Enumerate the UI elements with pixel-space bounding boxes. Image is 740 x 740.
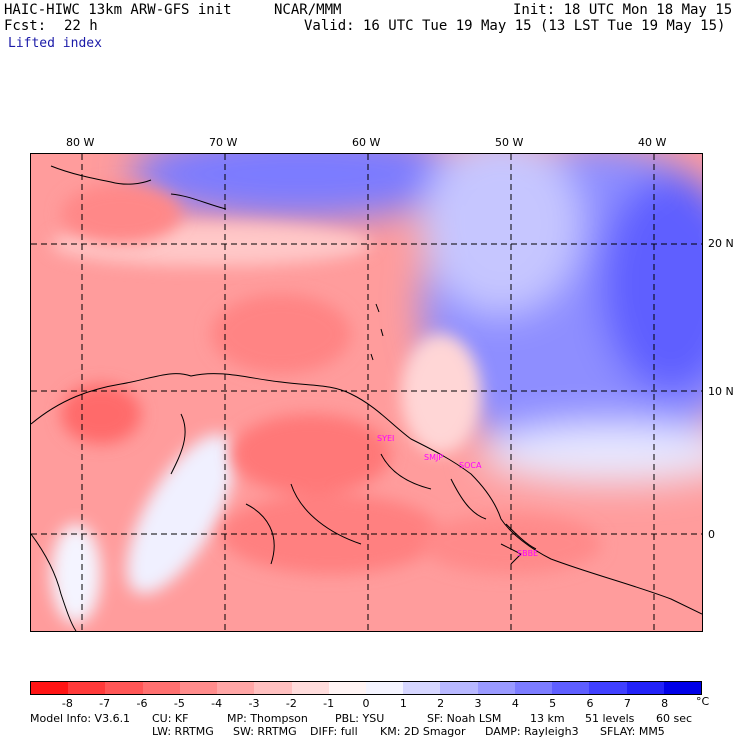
surface-layer-option: SFLAY: MM5 xyxy=(600,725,665,738)
valid-time: Valid: 16 UTC Tue 19 May 15 (13 LST Tue … xyxy=(304,18,726,34)
coastlines xyxy=(31,165,702,631)
lat-label-20n: 20 N xyxy=(708,237,734,250)
lon-label-50w: 50 W xyxy=(495,136,524,149)
colorbar-segment xyxy=(440,682,478,694)
map-canvas: SYEI SMJP SOCA SBBE xyxy=(31,154,702,631)
colorbar-segment xyxy=(179,682,218,694)
colorbar-label: -8 xyxy=(61,697,73,710)
colorbar-label: -6 xyxy=(136,697,148,710)
colorbar-segment xyxy=(477,682,515,694)
colorbar-label: -1 xyxy=(323,697,335,710)
colorbar-label: -4 xyxy=(211,697,223,710)
station-syei: SYEI xyxy=(377,434,394,443)
colorbar-segment xyxy=(663,682,701,694)
lat-label-0: 0 xyxy=(708,528,715,541)
lon-label-60w: 60 W xyxy=(352,136,381,149)
damping-option: DAMP: Rayleigh3 xyxy=(485,725,579,738)
pbl-scheme: PBL: YSU xyxy=(335,712,385,725)
colorbar-segment xyxy=(403,682,441,694)
colorbar-label: 2 xyxy=(437,697,445,710)
stable-region xyxy=(131,154,702,484)
diffusion-option: DIFF: full xyxy=(310,725,358,738)
colorbar-segment xyxy=(142,682,180,694)
colorbar-label: 3 xyxy=(474,697,482,710)
colorbar-segment xyxy=(514,682,553,694)
station-sbbe: SBBE xyxy=(517,549,538,558)
longwave-scheme: LW: RRTMG xyxy=(152,725,214,738)
colorbar-segment xyxy=(254,682,292,694)
colorbar-segment xyxy=(589,682,627,694)
time-step: 60 sec xyxy=(656,712,693,725)
lon-label-80w: 80 W xyxy=(66,136,95,149)
cumulus-scheme: CU: KF xyxy=(152,712,189,725)
colorbar-segment xyxy=(291,682,329,694)
colorbar-segment xyxy=(105,682,143,694)
colorbar-label: 7 xyxy=(623,697,631,710)
colorbar-label: 1 xyxy=(399,697,407,710)
colorbar-label: -7 xyxy=(99,697,111,710)
colorbar-label: -3 xyxy=(248,697,260,710)
lifted-index-map: SYEI SMJP SOCA SBBE xyxy=(30,153,703,632)
colorbar-segment xyxy=(328,682,366,694)
colorbar-segment xyxy=(31,682,69,694)
colorbar-label: 6 xyxy=(586,697,594,710)
colorbar-label: 0 xyxy=(362,697,370,710)
colorbar-label: -2 xyxy=(285,697,297,710)
vertical-levels: 51 levels xyxy=(585,712,635,725)
unstable-region xyxy=(61,184,601,574)
graticule xyxy=(31,154,702,631)
colorbar-segment xyxy=(626,682,664,694)
colorbar-segment xyxy=(217,682,255,694)
station-soca: SOCA xyxy=(459,461,482,470)
forecast-hour: 22 h xyxy=(64,18,98,34)
lat-label-10n: 10 N xyxy=(708,385,734,398)
colorbar-segment xyxy=(365,682,404,694)
colorbar-segment xyxy=(552,682,590,694)
colorbar-label: -5 xyxy=(173,697,185,710)
station-smjp: SMJP xyxy=(424,453,443,462)
shortwave-scheme: SW: RRTMG xyxy=(233,725,297,738)
colorbar-label: 5 xyxy=(549,697,557,710)
model-version: Model Info: V3.6.1 xyxy=(30,712,131,725)
organization-label: NCAR/MMM xyxy=(274,2,342,18)
lon-label-40w: 40 W xyxy=(638,136,667,149)
km-option: KM: 2D Smagor xyxy=(380,725,466,738)
surface-scheme: SF: Noah LSM xyxy=(427,712,502,725)
forecast-label: Fcst: xyxy=(4,18,47,34)
colorbar xyxy=(30,681,702,695)
field-name: Lifted index xyxy=(8,36,102,51)
colorbar-label: 8 xyxy=(661,697,669,710)
grid-spacing: 13 km xyxy=(530,712,565,725)
lon-label-70w: 70 W xyxy=(209,136,238,149)
init-time: Init: 18 UTC Mon 18 May 15 xyxy=(513,2,733,18)
colorbar-unit: °C xyxy=(696,695,710,708)
colorbar-segment xyxy=(68,682,106,694)
colorbar-label: 4 xyxy=(511,697,519,710)
microphysics-scheme: MP: Thompson xyxy=(227,712,308,725)
model-title: HAIC-HIWC 13km ARW-GFS init xyxy=(4,2,232,18)
